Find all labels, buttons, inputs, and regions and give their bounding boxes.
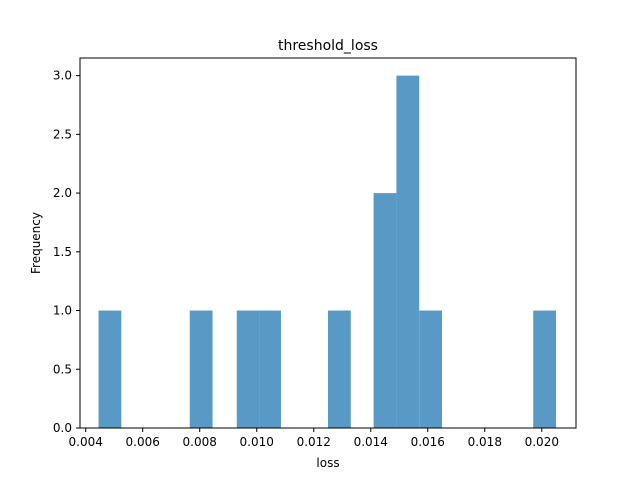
histogram-bar-9 [533, 310, 557, 428]
x-axis: 0.004 0.006 0.008 0.010 0.012 0.014 0.016 0.018… [69, 428, 559, 449]
x-tick-label: 0.018 [468, 435, 502, 449]
y-tick-label: 3.0 [53, 69, 72, 83]
y-tick-label: 1.0 [53, 304, 72, 318]
y-tick-label: 2.0 [53, 186, 72, 200]
histogram-bar-5 [328, 310, 351, 428]
x-tick-label: 0.020 [525, 435, 559, 449]
x-tick-label: 0.006 [126, 435, 160, 449]
bars-layer [98, 75, 557, 429]
x-axis-label: loss [316, 456, 339, 470]
y-tick-label: 0.5 [53, 362, 72, 376]
x-tick-label: 0.010 [240, 435, 274, 449]
y-axis-label: Frequency [29, 212, 43, 274]
y-tick-label: 0.0 [53, 421, 72, 435]
y-axis: 0.0 0.5 1.0 1.5 2.0 2.5 3.0 [53, 69, 80, 435]
histogram-bar-4 [259, 310, 281, 428]
histogram-bar-1 [98, 310, 122, 428]
y-tick-label: 1.5 [53, 245, 72, 259]
y-tick-label: 2.5 [53, 127, 72, 141]
histogram-bar-7 [396, 75, 420, 429]
x-tick-label: 0.012 [297, 435, 331, 449]
plot-frame [79, 57, 577, 429]
x-tick-label: 0.016 [411, 435, 445, 449]
x-tick-label: 0.008 [183, 435, 217, 449]
histogram-bar-3 [236, 310, 260, 428]
x-tick-label: 0.014 [354, 435, 388, 449]
histogram-bar-2 [189, 310, 213, 428]
x-tick-label: 0.004 [69, 435, 103, 449]
chart-title: threshold_loss [278, 38, 378, 54]
histogram-bar-6 [373, 193, 397, 428]
histogram-bar-8 [419, 310, 443, 428]
